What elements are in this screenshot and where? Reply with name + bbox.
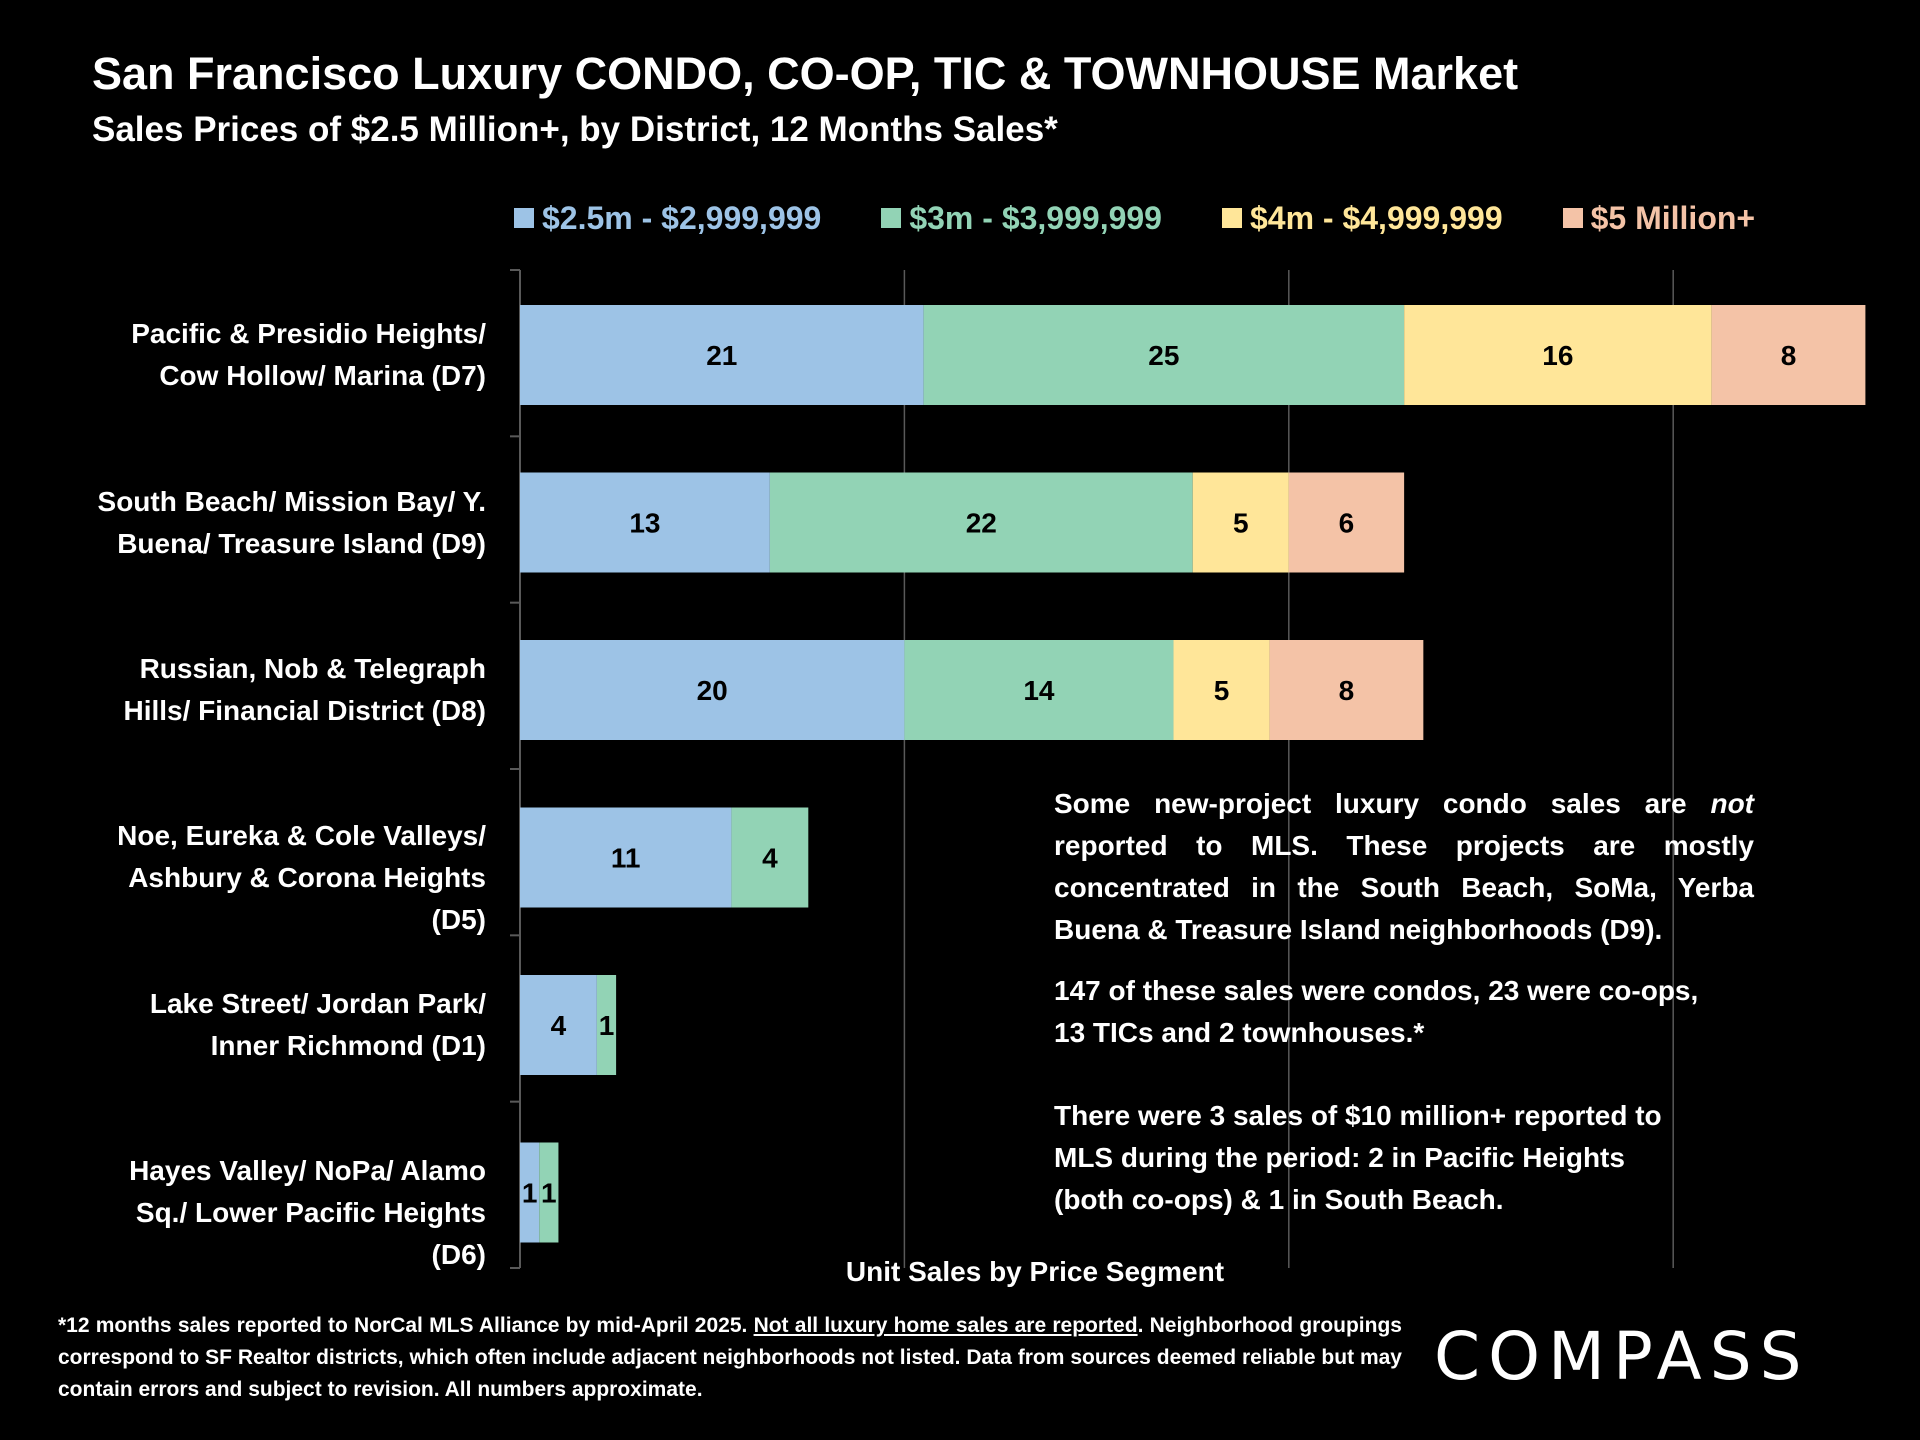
bar-segment [1269, 640, 1424, 740]
bar-segment [731, 807, 809, 908]
note-unreported-part2: reported to MLS. These projects are most… [1054, 830, 1754, 945]
category-label-line: (D6) [431, 1238, 486, 1270]
x-axis-label: Unit Sales by Price Segment [845, 1256, 1225, 1287]
note-unreported-sales: Some new-project luxury condo sales are … [1054, 783, 1754, 951]
category-label: Hayes Valley/ NoPa/ Alamo Sq./ Lower Paci… [40, 1150, 486, 1276]
category-label-line: Noe, Eureka & Cole Valleys/ [117, 819, 486, 851]
bar-segment [520, 305, 924, 405]
note-unreported-part1: Some new-project luxury condo sales are [1054, 788, 1711, 819]
legend-label-series-1: $2.5m - $2,999,999 [542, 199, 822, 236]
category-label-line: Cow Hollow/ Marina (D7) [159, 360, 486, 391]
bar-segment [769, 472, 1193, 573]
bar-value-label: 20 [697, 675, 728, 706]
category-label-line: Sq./ Lower Pacific Heights [135, 1196, 486, 1228]
category-label: Noe, Eureka & Cole Valleys/Ashbury & Cor… [40, 815, 486, 941]
note-ten-million-line-2: MLS during the period: 2 in Pacific Heig… [1054, 1142, 1625, 1173]
bar-value-label: 22 [966, 508, 997, 539]
note-property-types: 147 of these sales were condos, 23 were … [1054, 970, 1754, 1054]
footnote: *12 months sales reported to NorCal MLS … [58, 1310, 1402, 1406]
bar-value-label: 4 [762, 843, 778, 874]
category-label-line: Ashbury & Corona Heights [128, 861, 486, 893]
bar-value-label: 25 [1148, 340, 1179, 371]
category-label-line: (D5) [431, 903, 486, 935]
chart-subtitle: Sales Prices of $2.5 Million+, by Distri… [92, 110, 1058, 149]
bar-segment [520, 640, 905, 740]
legend-swatch-series-4 [1562, 208, 1583, 228]
bar-segment [520, 975, 597, 1075]
bar-value-label: 8 [1781, 340, 1797, 371]
category-label: Russian, Nob & Telegraph Hills/ Financial… [40, 648, 486, 732]
bar-value-label: 4 [551, 1010, 567, 1041]
footnote-part-1: *12 months sales reported to NorCal MLS … [58, 1314, 754, 1337]
bar-segment [1288, 472, 1405, 573]
category-label-line: Russian, Nob & Telegraph [139, 653, 486, 684]
bar-value-label: 5 [1233, 508, 1249, 539]
chart-title: San Francisco Luxury CONDO, CO-OP, TIC &… [92, 48, 1519, 99]
note-ten-million-sales: There were 3 sales of $10 million+ repor… [1054, 1095, 1754, 1221]
footnote-part-2: . Neighborhood groupings correspond to S… [58, 1314, 1402, 1401]
category-label-line: Inner Richmond (D1) [210, 1030, 486, 1061]
bar-value-label: 6 [1339, 508, 1355, 539]
bar-value-label: 5 [1214, 675, 1230, 706]
bar-value-label: 1 [541, 1178, 557, 1209]
category-label-line: South Beach/ Mission Bay/ Y. [97, 485, 486, 517]
bar-segment [520, 472, 770, 573]
bar-segment [904, 640, 1174, 740]
category-label-line: Pacific & Presidio Heights/ [131, 318, 486, 349]
note-property-types-line-1: 147 of these sales were condos, 23 were … [1054, 975, 1699, 1006]
note-unreported-text: Some new-project luxury condo sales are … [1054, 783, 1754, 951]
category-label: Lake Street/ Jordan Park/Inner Richmond … [40, 983, 486, 1067]
bar-segment [539, 1142, 559, 1243]
note-ten-million-line-3: (both co-ops) & 1 in South Beach. [1054, 1184, 1504, 1215]
bar-segment [923, 305, 1405, 405]
bar-value-label: 1 [522, 1178, 538, 1209]
footnote-underlined: Not all luxury home sales are reported [753, 1314, 1138, 1337]
legend-label-series-4: $5 Million+ [1590, 199, 1756, 236]
legend-item-series-1: $2.5m - $2,999,999 [514, 200, 821, 237]
compass-logo: COMPASS [1434, 1318, 1810, 1395]
legend-item-series-3: $4m - $4,999,999 [1221, 199, 1503, 237]
bar-value-label: 14 [1023, 675, 1055, 706]
legend-swatch-series-2 [881, 208, 902, 228]
bar-segment [1404, 305, 1712, 405]
category-label-line: Lake Street/ Jordan Park/ [149, 988, 486, 1019]
category-label-line: Hills/ Financial District (D8) [123, 695, 486, 726]
category-label: South Beach/ Mission Bay/ Y. Buena/ Treas… [40, 481, 486, 565]
legend-swatch-series-1 [514, 208, 534, 228]
note-ten-million-line-1: There were 3 sales of $10 million+ repor… [1054, 1100, 1662, 1131]
bar-value-label: 8 [1339, 675, 1355, 706]
bar-segment [1173, 640, 1270, 740]
note-unreported-italic: not [1710, 788, 1754, 819]
category-label-line: Hayes Valley/ NoPa/ Alamo [129, 1154, 486, 1186]
bar-value-label: 21 [706, 340, 737, 371]
category-label-line: Buena/ Treasure Island (D9) [117, 527, 486, 559]
bar-value-label: 11 [611, 843, 641, 874]
legend-swatch-series-3 [1221, 208, 1242, 228]
bar-segment [596, 975, 617, 1075]
bar-segment [520, 1142, 540, 1243]
bar-value-label: 13 [629, 508, 660, 539]
bar-segment [1192, 472, 1289, 573]
legend-label-series-2: $3m - $3,999,999 [909, 199, 1162, 236]
category-label: Pacific & Presidio Heights/Cow Hollow/ M… [40, 313, 486, 397]
legend-item-series-2: $3m - $3,999,999 [881, 200, 1162, 237]
bar-value-label: 1 [599, 1010, 615, 1041]
legend-label-series-3: $4m - $4,999,999 [1249, 199, 1503, 236]
bar-value-label: 16 [1542, 340, 1573, 371]
bar-segment [520, 807, 732, 908]
legend: $2.5m - $2,999,999 $3m - $3,999,999 $4m … [514, 196, 1755, 240]
legend-item-series-4: $5 Million+ [1562, 199, 1756, 237]
note-property-types-line-2: 13 TICs and 2 townhouses.* [1054, 1017, 1425, 1048]
bar-segment [1711, 305, 1866, 405]
